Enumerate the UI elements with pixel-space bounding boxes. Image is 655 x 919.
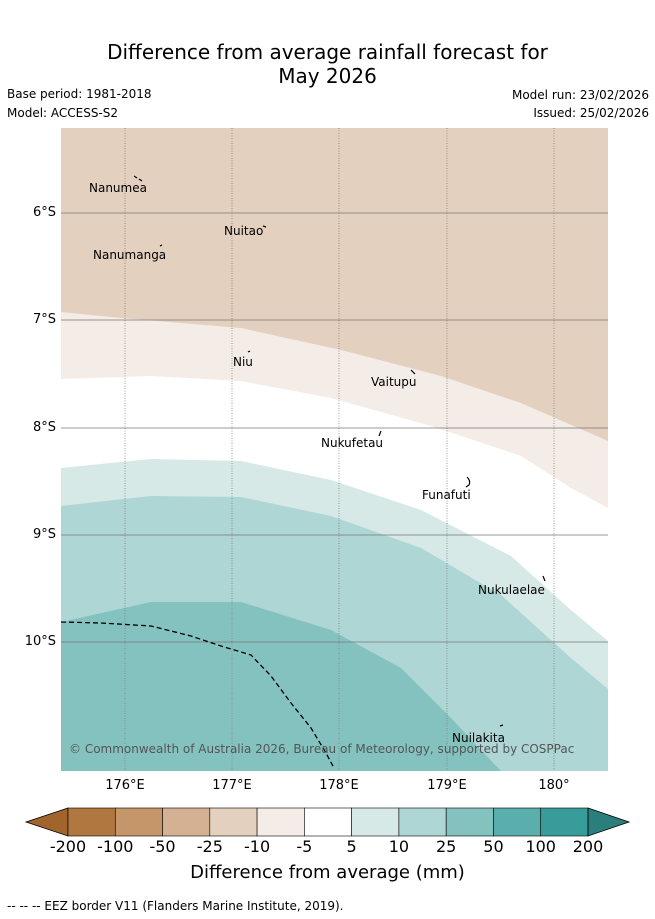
island-funafuti-mark [465,476,471,488]
island-nuilakita-mark [499,724,504,727]
model-name: Model: ACCESS-S2 [7,106,119,120]
colorbar-tick-label: -200 [49,837,87,856]
colorbar-tick-label: 50 [483,837,504,856]
issued-date: Issued: 25/02/2026 [533,106,649,120]
colorbar-tick-label: -50 [149,837,176,856]
island-nukulaelae-mark [542,575,546,582]
lon-label-178e: 178°E [319,778,359,793]
legend-title: Difference from average (mm) [190,862,465,883]
colorbar-cell [445,807,494,837]
colorbar-cell [540,807,589,837]
title-line-1: Difference from average rainfall forecas… [107,40,548,64]
colorbar-cell [493,807,542,837]
island-nuitao-mark [262,225,267,228]
lat-label-8s: 8°S [32,420,56,435]
colorbar-tick-label: 5 [346,837,357,856]
colorbar-tick-label: -10 [244,837,271,856]
island-marks [133,175,546,727]
colorbar-cell [304,807,352,837]
place-nuilakita: Nuilakita [452,731,505,745]
copyright-credit: © Commonwealth of Australia 2026, Bureau… [69,742,575,756]
place-nanumea: Nanumea [89,181,147,195]
rainfall-map [61,128,608,771]
colorbar-tick-label: -5 [296,837,313,856]
zone-wet-25-50 [61,602,501,771]
lat-label-6s: 6°S [32,205,56,220]
colorbar-extend-high [587,807,631,837]
colorbar-extend-low [24,807,69,837]
colorbar-cell [256,807,305,837]
colorbar-tick-label: -100 [97,837,134,856]
colorbar-cell [67,807,116,837]
lon-label-180: 180° [538,778,570,793]
lat-label-10s: 10°S [24,634,56,649]
lon-label-176e: 176°E [105,778,145,793]
place-nuitao: Nuitao [224,224,264,238]
place-niu: Niu [233,355,253,369]
colorbar-tick-label: 200 [572,837,604,856]
colorbar-cell [398,807,447,837]
colorbar-tick-label: -25 [196,837,223,856]
place-funafuti: Funafuti [422,488,471,502]
eez-footnote: -- -- -- EEZ border V11 (Flanders Marine… [7,899,344,913]
lon-label-179e: 179°E [427,778,467,793]
graticule [61,128,608,771]
place-nukufetau: Nukufetau [321,436,384,450]
island-nukufetau-mark [378,430,382,437]
colorbar-cell [351,807,400,837]
place-vaitupu: Vaitupu [371,375,417,389]
island-nanumea-mark [133,175,143,182]
island-nanumanga-mark [159,244,163,247]
base-period: Base period: 1981-2018 [7,87,152,101]
title-line-2: May 2026 [278,64,377,88]
lat-label-9s: 9°S [32,527,56,542]
eez-border [61,621,335,769]
lat-label-7s: 7°S [32,312,56,327]
colorbar-tick-label: 25 [435,837,457,856]
colorbar-cell [162,807,211,837]
place-nukulaelae: Nukulaelae [478,583,545,597]
island-vaitupu-mark [410,369,416,375]
colorbar [24,807,631,837]
place-nanumanga: Nanumanga [93,248,167,262]
lon-label-177e: 177°E [212,778,252,793]
colorbar-cell [209,807,258,837]
colorbar-tick-label: 100 [525,837,556,856]
island-niu-mark [247,350,251,353]
colorbar-cell [114,807,163,837]
colorbar-cells [24,807,631,837]
colorbar-tick-label: 10 [388,837,410,856]
model-run: Model run: 23/02/2026 [511,88,649,102]
map-title: Difference from average rainfall forecas… [0,40,655,88]
